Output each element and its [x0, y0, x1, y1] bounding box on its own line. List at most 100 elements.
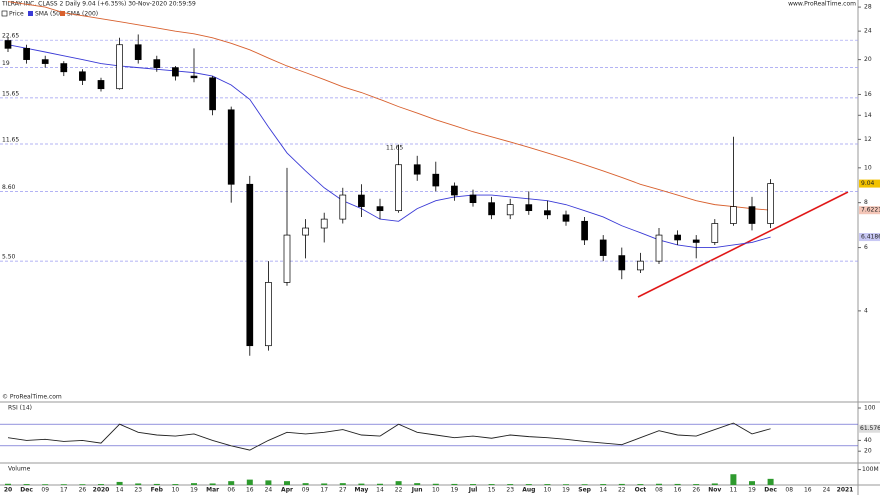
x-tick-label: Oct: [635, 487, 647, 494]
level-label: 5.50: [2, 254, 16, 261]
level-label: 15.65: [2, 90, 19, 97]
legend-swatch: [60, 11, 65, 16]
volume-bar: [507, 484, 514, 485]
x-tick-label: 10: [544, 487, 552, 494]
volume-bar: [674, 483, 681, 485]
x-tick-label: 26: [79, 487, 87, 494]
x-tick-label: 19: [190, 487, 198, 494]
x-tick-label: Apr: [281, 487, 293, 494]
x-tick-label: Dec: [20, 487, 33, 494]
volume-bar: [749, 481, 755, 485]
candle-body: [376, 206, 384, 212]
x-tick-label: 16: [804, 487, 812, 494]
x-tick-label: 08: [655, 487, 663, 494]
volume-bar: [451, 483, 458, 485]
volume-bar: [116, 481, 123, 485]
y-tick-label: 8: [864, 199, 868, 206]
x-tick-label: 24: [265, 487, 273, 494]
y-tick-label: 100M: [862, 466, 879, 473]
volume-bar: [730, 474, 737, 485]
volume-bar: [563, 484, 569, 485]
x-tick-label: Sep: [578, 487, 591, 494]
y-tick-label: 14: [864, 112, 872, 119]
volume-bar: [265, 480, 272, 485]
volume-bar: [191, 483, 197, 485]
x-tick-label: 23: [506, 487, 514, 494]
candle-body: [246, 183, 254, 347]
x-tick-label: 24: [823, 487, 831, 494]
candle-body: [711, 223, 719, 243]
x-tick-label: 2021: [837, 487, 854, 494]
candle-body: [339, 194, 347, 220]
legend-swatch: [1, 10, 8, 17]
volume-bar: [395, 481, 402, 485]
y-tick-label: 100: [864, 405, 876, 412]
volume-bar: [246, 479, 253, 485]
x-tick-label: 10: [432, 487, 440, 494]
volume-bar: [488, 484, 495, 485]
value-tag: [859, 179, 880, 188]
y-tick-label: 28: [864, 4, 872, 11]
x-tick-label: 14: [116, 487, 124, 494]
volume-bar: [172, 484, 179, 485]
volume-bar: [153, 483, 160, 485]
candle-body: [618, 255, 626, 271]
panel-label: Volume: [8, 466, 31, 473]
y-tick-label: 20: [864, 448, 872, 455]
candle-body: [283, 234, 291, 283]
x-tick-label: Jul: [468, 487, 478, 494]
candle-body: [413, 164, 421, 175]
y-tick-label: 12: [864, 136, 872, 143]
y-tick-label: 40: [864, 437, 872, 444]
candle-body: [41, 59, 49, 64]
source: © ProRealTime.com: [2, 394, 62, 401]
x-tick-label: May: [355, 487, 369, 494]
volume-bar: [618, 483, 625, 485]
legend-label: SMA (50): [35, 11, 62, 18]
volume-bar: [377, 483, 383, 485]
level-label: 19: [2, 60, 10, 67]
candle-body: [153, 59, 161, 68]
panel-label: RSI (14): [8, 405, 32, 412]
y-tick-label: 6: [864, 244, 868, 251]
volume-bar: [302, 483, 309, 485]
volume-bar: [767, 478, 774, 485]
volume-bar: [693, 484, 700, 485]
y-tick-label: 20: [864, 56, 872, 63]
candle-body: [655, 234, 663, 262]
volume-bar: [525, 484, 532, 485]
x-tick-label: 14: [599, 487, 607, 494]
candle-body: [358, 194, 365, 207]
value-tag-label: 61.576: [860, 425, 880, 432]
volume-bar: [228, 481, 235, 485]
volume-bar: [209, 483, 216, 485]
candle-body: [544, 210, 551, 216]
y-tick-label: 24: [864, 28, 872, 35]
website: www.ProRealTime.com: [788, 1, 856, 8]
candle-body: [79, 71, 86, 81]
candle-body: [599, 239, 607, 256]
y-tick-label: 16: [864, 91, 872, 98]
volume-bar: [544, 484, 551, 485]
candle-body: [302, 227, 309, 236]
level-label: 11.65: [2, 136, 19, 143]
x-tick-label: 09: [41, 487, 49, 494]
trendline: [637, 191, 849, 298]
candle-body: [190, 75, 198, 79]
candle-body: [730, 206, 737, 224]
candle-body: [320, 218, 328, 229]
candle-body: [97, 80, 105, 90]
volume-bar: [60, 484, 67, 485]
x-tick-label: 2020: [93, 487, 110, 494]
volume-bar: [711, 483, 718, 485]
candle-body: [227, 109, 235, 185]
x-tick-label: 09: [302, 487, 310, 494]
candle-body: [172, 67, 179, 77]
level-label: 22.65: [2, 33, 19, 40]
legend-label: SMA (200): [67, 11, 98, 18]
candle-body: [767, 183, 774, 224]
x-tick-label: 17: [60, 487, 68, 494]
candle-body: [488, 202, 495, 216]
volume-bar: [339, 483, 346, 485]
